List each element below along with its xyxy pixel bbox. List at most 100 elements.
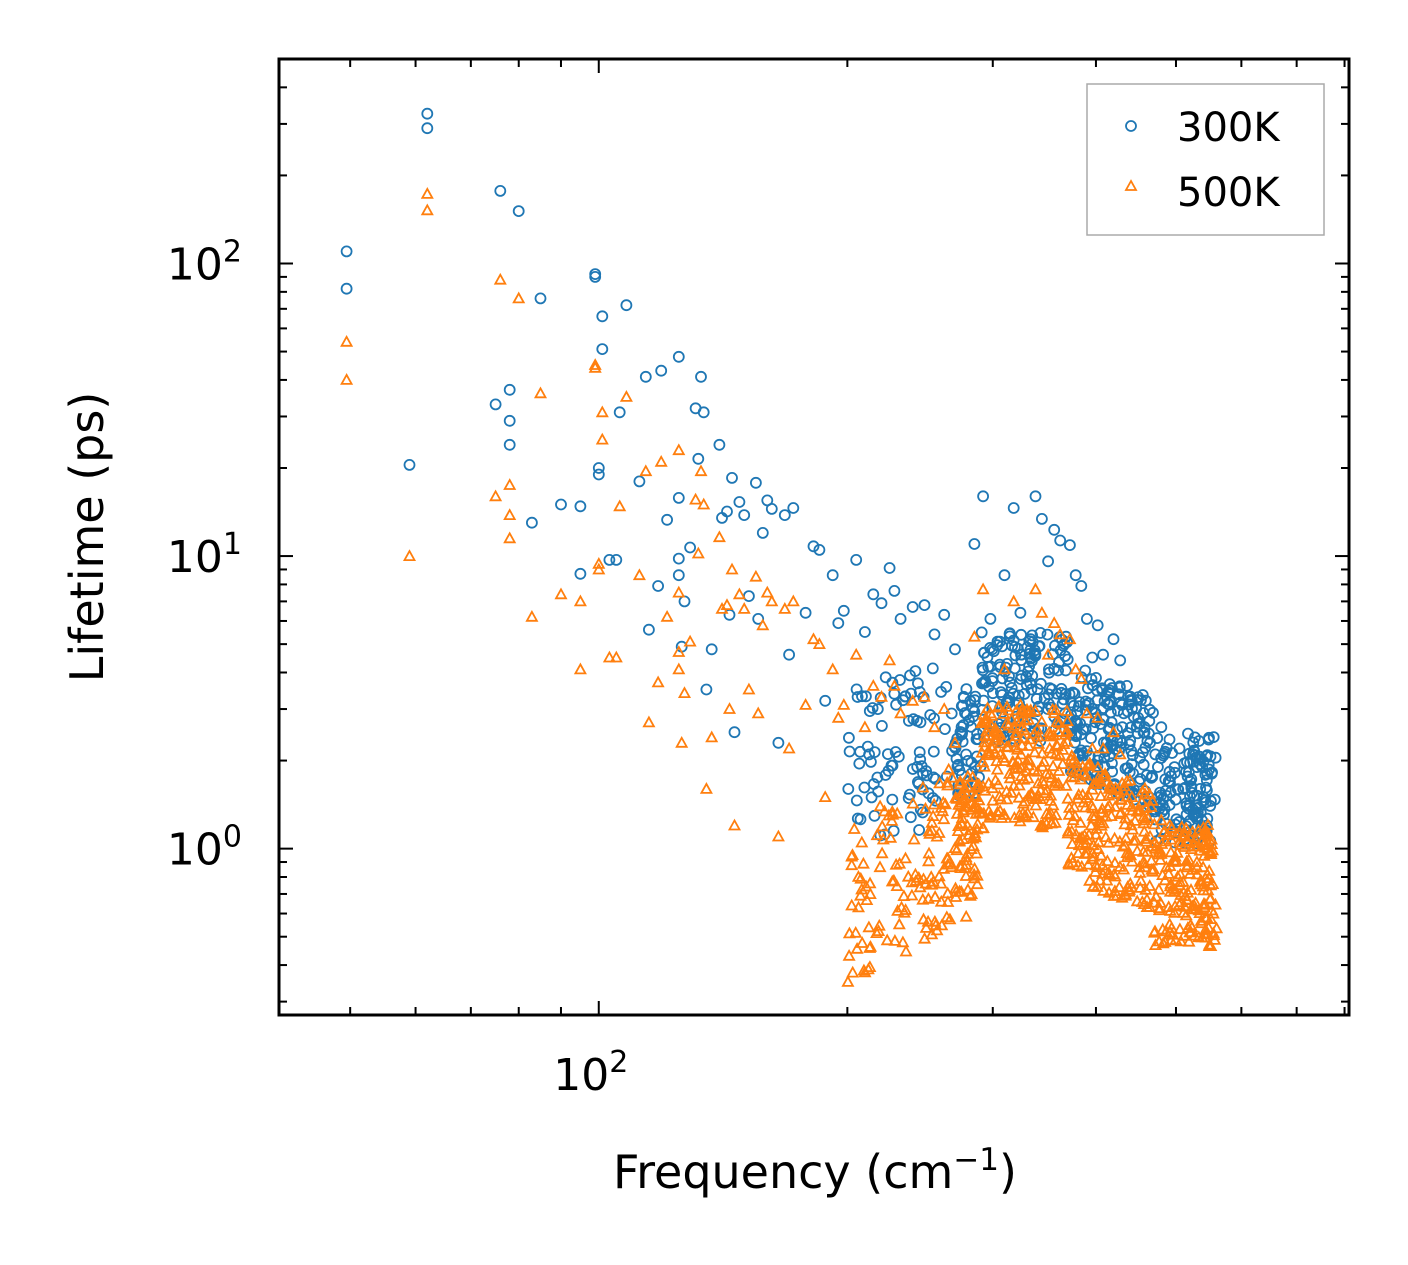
point-300k	[1008, 662, 1021, 675]
point-500k	[1128, 814, 1142, 826]
point-300k	[843, 731, 855, 744]
point-500k	[1119, 831, 1133, 844]
point-500k	[619, 390, 633, 402]
point-500k	[1107, 889, 1121, 901]
point-300k	[1081, 613, 1093, 625]
point-500k	[918, 801, 933, 814]
point-500k	[573, 662, 587, 675]
point-500k	[847, 822, 861, 834]
point-500k	[1036, 820, 1050, 833]
point-500k	[1147, 817, 1161, 830]
point-500k	[921, 854, 936, 867]
point-500k	[1087, 879, 1101, 891]
point-300k	[697, 406, 710, 419]
point-500k	[1093, 873, 1107, 886]
point-500k	[1130, 844, 1144, 856]
point-500k	[977, 707, 991, 720]
point-500k	[1116, 839, 1130, 852]
point-500k	[855, 835, 869, 848]
point-500k	[873, 799, 887, 812]
point-500k	[981, 701, 995, 714]
point-500k	[942, 762, 956, 775]
point-300k	[678, 595, 691, 608]
point-300k	[865, 756, 877, 768]
point-300k	[574, 500, 587, 513]
point-500k	[935, 918, 949, 931]
point-500k	[969, 799, 983, 812]
point-500k	[940, 910, 954, 923]
point-500k	[1177, 840, 1191, 852]
point-500k	[712, 530, 726, 543]
point-300k	[1114, 741, 1127, 754]
point-500k	[1002, 718, 1016, 731]
point-300k	[894, 613, 907, 625]
point-500k	[945, 770, 959, 783]
point-500k	[874, 690, 889, 702]
point-500k	[858, 720, 872, 733]
point-300k	[700, 683, 713, 696]
point-500k	[1046, 759, 1060, 772]
point-300k	[851, 691, 864, 703]
point-300k	[879, 671, 892, 684]
point-500k	[983, 810, 997, 823]
point-300k	[961, 755, 974, 767]
point-500k	[958, 861, 972, 873]
point-300k	[1125, 758, 1138, 770]
point-500k	[1145, 862, 1159, 875]
point-500k	[602, 650, 616, 663]
point-300k	[778, 509, 791, 521]
point-500k	[927, 720, 942, 733]
point-500k	[990, 805, 1004, 818]
point-500k	[420, 203, 434, 216]
point-500k	[1071, 858, 1085, 871]
point-500k	[694, 464, 708, 477]
point-500k	[985, 708, 999, 721]
point-500k	[981, 744, 995, 757]
point-500k	[1043, 741, 1057, 754]
point-500k	[896, 935, 910, 948]
point-500k	[1208, 897, 1223, 910]
point-500k	[1159, 924, 1173, 937]
point-500k	[1090, 822, 1104, 834]
point-500k	[1016, 796, 1030, 809]
point-500k	[948, 735, 962, 748]
point-500k	[1118, 838, 1132, 851]
point-300k	[555, 498, 567, 511]
point-300k	[924, 709, 937, 721]
point-300k	[904, 669, 916, 682]
point-300k	[826, 569, 839, 582]
point-500k	[863, 887, 877, 899]
point-500k	[1035, 714, 1049, 727]
point-300k	[403, 458, 416, 471]
point-500k	[1016, 731, 1031, 744]
point-300k	[721, 505, 733, 518]
point-500k	[851, 900, 866, 913]
point-500k	[889, 857, 903, 870]
point-500k	[1088, 865, 1102, 877]
point-500k	[1139, 834, 1153, 847]
point-500k	[991, 700, 1005, 713]
point-500k	[1163, 879, 1177, 892]
point-500k	[1182, 829, 1196, 841]
point-300k	[1059, 650, 1071, 662]
point-500k	[1154, 813, 1168, 826]
point-300k	[765, 502, 778, 515]
point-500k	[959, 869, 973, 881]
point-300k	[867, 588, 880, 601]
point-500k	[722, 702, 737, 714]
point-300k	[592, 462, 605, 474]
point-300k	[979, 675, 992, 687]
point-500k	[1149, 889, 1163, 902]
point-500k	[1021, 758, 1036, 771]
point-300k	[975, 626, 988, 639]
point-500k	[632, 568, 646, 581]
point-500k	[952, 819, 966, 831]
plot-frame	[277, 57, 1351, 1017]
point-500k	[420, 187, 434, 199]
point-500k	[525, 609, 539, 622]
point-500k	[870, 828, 884, 841]
point-300k	[1189, 749, 1201, 761]
point-300k	[1137, 746, 1149, 759]
point-500k	[873, 860, 887, 873]
point-300k	[882, 748, 894, 760]
